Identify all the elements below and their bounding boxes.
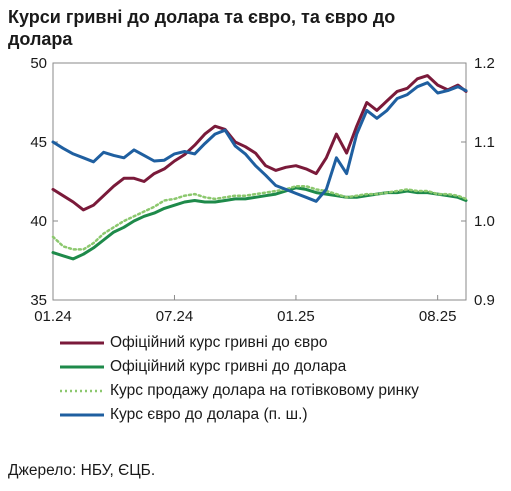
series-line-eur-usd (51, 81, 468, 203)
legend-swatch-cash-usd (60, 389, 104, 393)
y-right-tick-label: 1.0 (474, 213, 495, 230)
legend-label-uah-eur: Офіційний курс гривні до євро (110, 334, 328, 351)
tick-labels: 35 40 45 50 0.9 1.0 1.1 1.2 01.24 07.24 01.25 08.25 (30, 55, 495, 325)
y-left-tick-label: 45 (30, 134, 47, 151)
x-tick-label: 08.25 (419, 308, 457, 325)
legend-swatch-uah-eur (60, 341, 104, 345)
source-note: Джерело: НБУ, ЄЦБ. (8, 462, 156, 479)
legend-label-cash-usd: Курс продажу долара на готівковому ринку (110, 382, 419, 399)
x-tick-label: 01.25 (277, 308, 315, 325)
chart-title-line-2: долара (8, 29, 73, 49)
series-line-uah-eur (51, 74, 468, 212)
y-left-tick-label: 35 (30, 292, 47, 309)
y-left-tick-label: 40 (30, 213, 47, 230)
chart-title-line-1: Курси гривні до долара та євро, та євро … (8, 7, 396, 27)
series-group (51, 74, 468, 261)
plot-frame (52, 62, 467, 301)
y-right-tick-label: 1.2 (474, 55, 495, 72)
series-line-cash-usd (51, 184, 468, 251)
y-right-tick-label: 1.1 (474, 134, 495, 151)
axes (52, 62, 467, 301)
legend-label-eur-usd: Курс євро до долара (п. ш.) (110, 406, 308, 423)
y-right-tick-label: 0.9 (474, 292, 495, 309)
chart-title: Курси гривні до долара та євро, та євро … (8, 6, 488, 50)
x-tick-label: 01.24 (34, 308, 72, 325)
y-left-tick-label: 50 (30, 55, 47, 72)
x-tick-label: 07.24 (156, 308, 194, 325)
series-line-uah-usd (51, 186, 468, 261)
legend-label-uah-usd: Офіційний курс гривні до долара (110, 358, 347, 375)
legend-swatch-uah-usd (60, 365, 104, 369)
legend-swatch-eur-usd (60, 413, 104, 417)
